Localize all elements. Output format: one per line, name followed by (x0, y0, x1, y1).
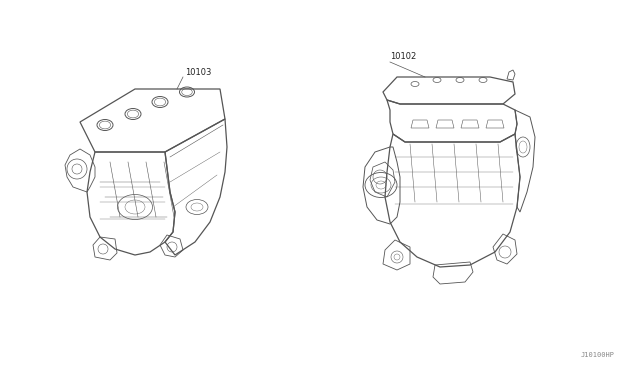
Text: 10102: 10102 (390, 52, 416, 61)
Text: J10100HP: J10100HP (581, 352, 615, 358)
Text: 10103: 10103 (185, 68, 211, 77)
